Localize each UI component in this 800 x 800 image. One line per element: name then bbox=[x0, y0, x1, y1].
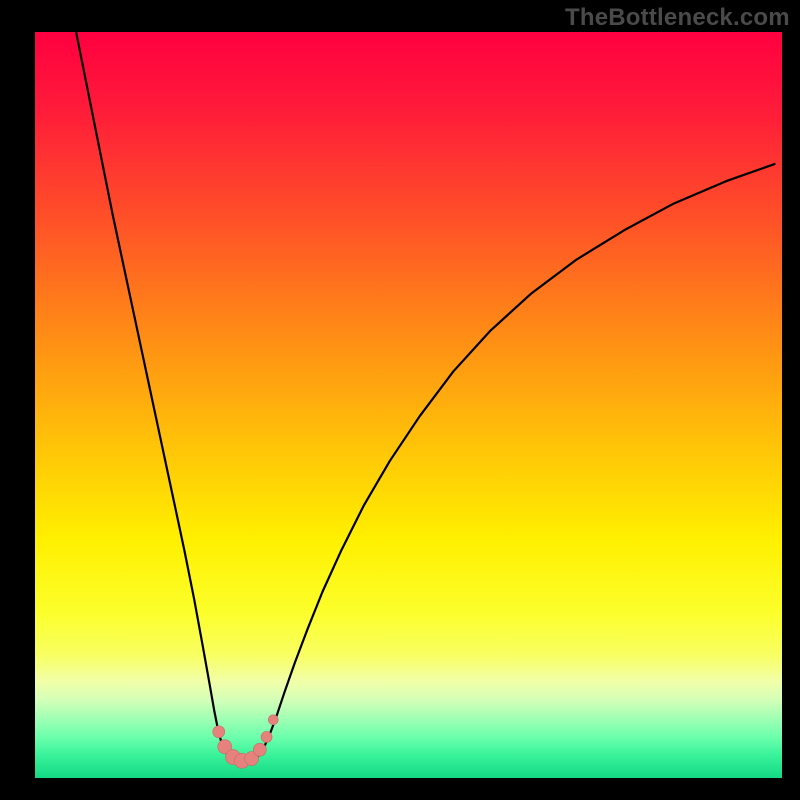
valley-marker bbox=[261, 731, 272, 742]
curve-svg bbox=[35, 32, 782, 778]
valley-marker bbox=[213, 726, 225, 738]
plot-frame bbox=[35, 32, 782, 778]
bottleneck-curve bbox=[76, 32, 774, 763]
chart-stage: TheBottleneck.com bbox=[0, 0, 800, 800]
valley-marker bbox=[268, 715, 278, 725]
valley-marker bbox=[253, 743, 266, 756]
source-watermark: TheBottleneck.com bbox=[565, 4, 790, 32]
